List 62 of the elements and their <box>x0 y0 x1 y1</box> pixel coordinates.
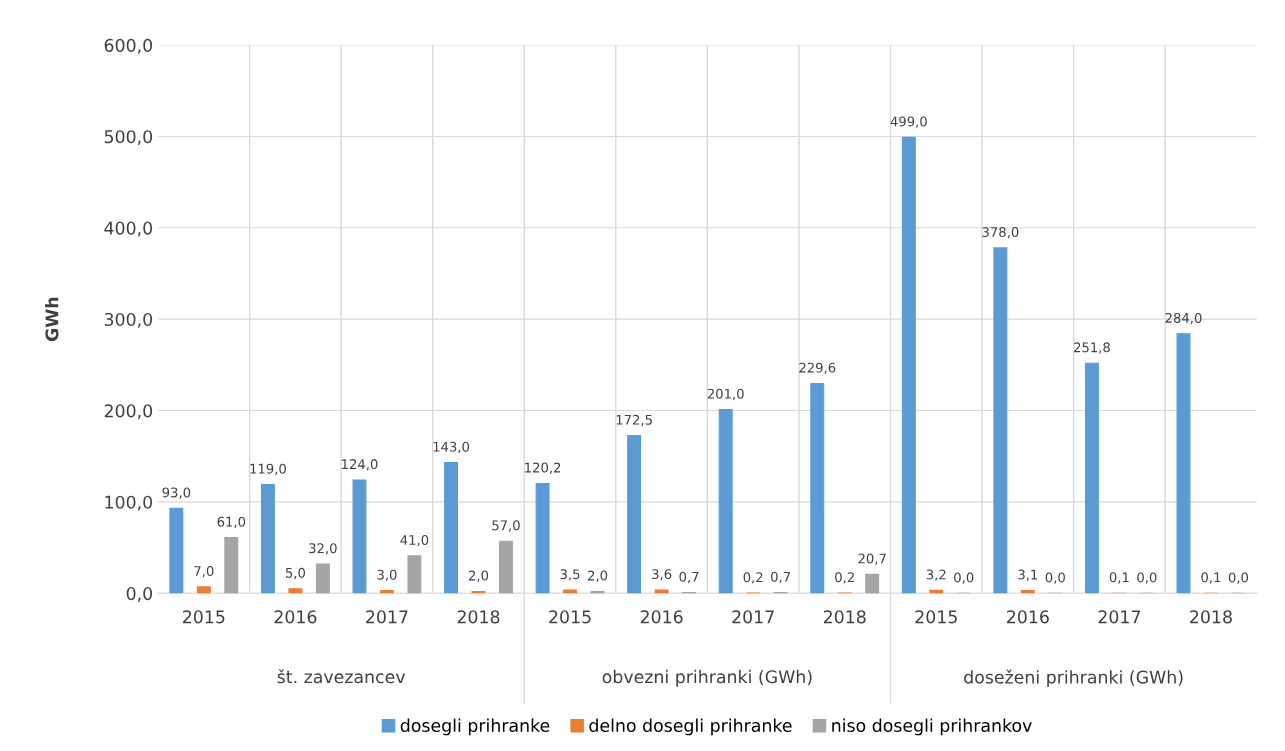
data-label: 3,1 <box>1018 569 1038 581</box>
data-label: 93,0 <box>162 487 191 499</box>
y-tick-label: 300,0 <box>104 312 153 328</box>
data-label: 124,0 <box>342 459 378 471</box>
y-tick-label: 400,0 <box>104 221 153 237</box>
data-label: 251,8 <box>1074 342 1110 354</box>
data-label: 0,0 <box>1137 572 1157 584</box>
data-label: 32,0 <box>309 543 337 555</box>
data-label: 229,6 <box>799 362 836 374</box>
data-label: 3,2 <box>926 569 946 581</box>
x-tick-label: 2015 <box>183 610 225 624</box>
data-label: 143,0 <box>433 441 470 454</box>
y-tick-label: 600,0 <box>104 38 153 54</box>
x-tick-label: 2017 <box>1098 610 1140 624</box>
data-label: 3,0 <box>377 569 397 582</box>
x-tick-label: 2018 <box>1190 610 1232 624</box>
x-tick-label: 2015 <box>915 610 957 624</box>
data-label: 284,0 <box>1165 312 1202 325</box>
data-label: 499,0 <box>890 116 927 128</box>
data-label: 120,2 <box>525 462 561 474</box>
text: doseženi prihranki (GWh) <box>964 669 1183 688</box>
data-label: 61,0 <box>217 516 246 529</box>
x-tick-label: 2015 <box>549 610 591 624</box>
data-label: 0,2 <box>743 572 763 584</box>
text: obvezni prihranki (GWh) <box>602 669 812 687</box>
data-label: 201,0 <box>707 388 744 401</box>
y-tick-label: 500,0 <box>104 130 153 146</box>
data-label: 20,7 <box>858 553 886 565</box>
text: št. zavezancev <box>277 669 406 684</box>
data-label: 5,0 <box>285 567 306 580</box>
data-label: 57,0 <box>492 520 520 532</box>
data-label: 0,0 <box>1228 572 1249 584</box>
y-tick-label: 200,0 <box>104 404 153 420</box>
data-label: 0,2 <box>835 572 854 584</box>
x-tick-label: 2016 <box>1007 610 1049 624</box>
legend-label: delno dosegli prihranke <box>589 718 792 736</box>
data-label: 2,0 <box>468 570 489 582</box>
y-axis-title: GWh <box>45 297 59 342</box>
x-tick-label: 2018 <box>823 610 866 624</box>
y-tick-label: 100,0 <box>105 495 153 511</box>
x-tick-label: 2017 <box>732 610 774 624</box>
data-label: 0,0 <box>954 572 974 584</box>
data-label: 119,0 <box>250 463 286 476</box>
legend-label: dosegli prihranke <box>400 718 550 736</box>
x-tick-label: 2016 <box>640 610 683 624</box>
data-label: 0,1 <box>1109 572 1129 584</box>
data-label: 0,0 <box>1045 572 1065 584</box>
data-label: 3,6 <box>652 569 672 581</box>
legend-label: niso dosegli prihrankov <box>832 718 1032 736</box>
x-tick-label: 2018 <box>457 610 500 624</box>
y-tick-label: 0,0 <box>126 587 153 602</box>
data-label: 2,0 <box>588 570 608 582</box>
x-tick-label: 2017 <box>366 610 408 624</box>
data-label: 7,0 <box>194 566 214 578</box>
data-label: 378,0 <box>982 227 1019 239</box>
data-label: 0,7 <box>771 571 790 584</box>
data-label: 0,1 <box>1201 572 1221 584</box>
data-label: 41,0 <box>400 534 429 547</box>
data-label: 3,5 <box>560 569 580 581</box>
data-label: 172,5 <box>616 414 652 427</box>
data-label: 0,7 <box>679 571 699 584</box>
x-tick-label: 2016 <box>274 610 317 624</box>
